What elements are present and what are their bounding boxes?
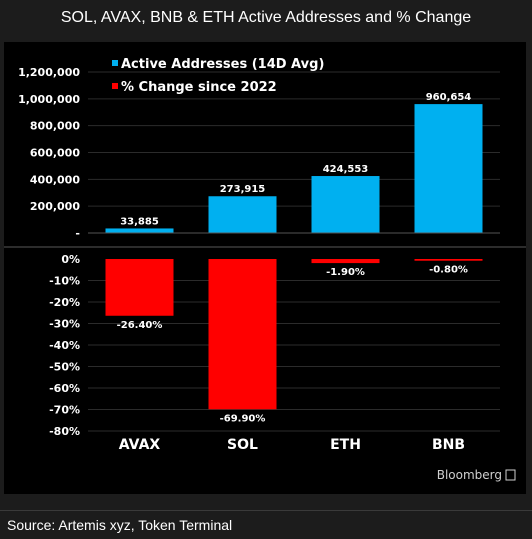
legend-label-addresses: Active Addresses (14D Avg) <box>121 57 324 72</box>
x-tick-label: AVAX <box>119 437 161 453</box>
y-tick-label: -30% <box>49 318 80 331</box>
data-label: -69.90% <box>220 413 266 424</box>
bar-bnb-addresses <box>414 104 483 233</box>
y-tick-label: 0% <box>61 253 80 266</box>
bar-eth-addresses <box>311 176 380 233</box>
data-label: 33,885 <box>120 216 159 227</box>
data-label: 273,915 <box>220 184 266 195</box>
y-tick-label: -80% <box>49 425 80 438</box>
chart-panel: - 200,000 400,000 600,000 800,000 1,000,000 1,… <box>4 42 526 494</box>
bar-eth-change <box>311 259 380 264</box>
data-label: 424,553 <box>323 164 369 175</box>
y-tick-label: -60% <box>49 382 80 395</box>
x-tick-label: BNB <box>432 437 465 453</box>
data-label: -0.80% <box>429 265 468 276</box>
legend-swatch-addresses <box>112 60 118 66</box>
chart-svg: - 200,000 400,000 600,000 800,000 1,000,000 1,… <box>4 57 526 482</box>
y-tick-label: -70% <box>49 404 80 417</box>
brand-logo-text: Bloomberg <box>437 468 502 482</box>
y-tick-label: -10% <box>49 275 80 288</box>
y-tick-label: 200,000 <box>30 200 80 213</box>
y-tick-label: -50% <box>49 361 80 374</box>
bar-sol-change <box>208 259 277 410</box>
bar-avax-change <box>105 259 174 316</box>
data-label: -26.40% <box>117 320 163 331</box>
y-tick-label: 400,000 <box>30 173 80 186</box>
x-tick-label: ETH <box>330 437 361 453</box>
data-label: 960,654 <box>426 92 472 103</box>
bar-avax-addresses <box>105 228 174 233</box>
y-tick-label: 1,200,000 <box>18 66 80 79</box>
bar-sol-addresses <box>208 196 277 233</box>
source-note: Source: Artemis xyz, Token Terminal <box>0 510 532 539</box>
y-tick-label: -20% <box>49 296 80 309</box>
y-tick-label: 600,000 <box>30 147 80 160</box>
data-label: -1.90% <box>326 267 365 278</box>
bar-bnb-change <box>414 259 483 261</box>
y-tick-label: 800,000 <box>30 120 80 133</box>
legend-label-change: % Change since 2022 <box>121 80 277 95</box>
legend-swatch-change <box>112 83 118 89</box>
y-tick-label: -40% <box>49 339 80 352</box>
x-tick-label: SOL <box>227 437 258 453</box>
y-tick-label: - <box>75 227 80 240</box>
chart-title: SOL, AVAX, BNB & ETH Active Addresses an… <box>60 9 472 26</box>
y-tick-label: 1,000,000 <box>18 93 80 106</box>
brand-mark-icon <box>505 469 516 481</box>
